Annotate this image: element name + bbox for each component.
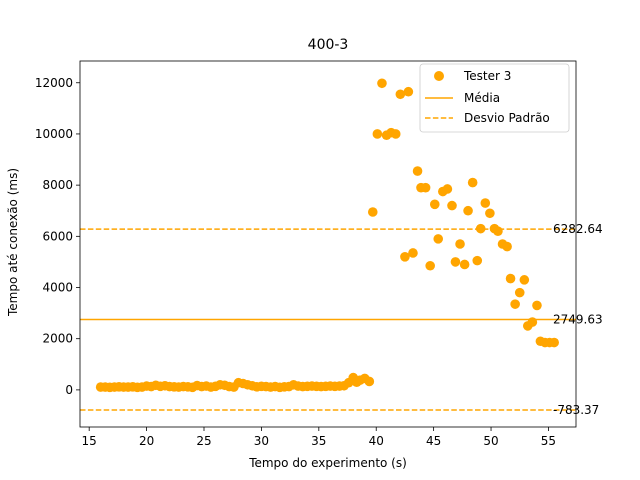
legend-box <box>419 63 570 133</box>
x-tick-label: 20 <box>139 434 154 448</box>
data-point <box>467 177 478 188</box>
legend-label-desvio-padrao: Desvio Padrão <box>464 111 550 125</box>
x-tick-label: 50 <box>483 434 498 448</box>
data-point <box>450 257 461 267</box>
data-point <box>475 223 486 234</box>
legend-label-media: Média <box>464 91 500 105</box>
data-point <box>527 317 538 327</box>
x-tick-label: 55 <box>541 434 556 448</box>
data-point <box>505 273 516 284</box>
data-point <box>400 251 410 262</box>
reference-label-2: -783.37 <box>553 403 599 417</box>
data-point <box>549 337 559 348</box>
data-point <box>447 200 457 211</box>
x-tick-label: 15 <box>82 434 97 448</box>
y-tick-label: 12000 <box>35 76 73 90</box>
data-point <box>372 129 383 139</box>
data-point <box>425 260 435 271</box>
data-point <box>519 275 530 285</box>
y-tick-label: 6000 <box>42 229 73 243</box>
data-point <box>463 205 473 216</box>
y-tick-label: 8000 <box>42 178 73 192</box>
data-point <box>442 184 453 194</box>
data-point <box>390 129 401 139</box>
y-tick-label: 4000 <box>42 281 73 295</box>
reference-labels: 2749.63 6282.64 -783.37 <box>553 222 603 417</box>
data-point <box>412 166 423 176</box>
data-point <box>485 208 495 219</box>
x-tick-label: 30 <box>254 434 269 448</box>
y-tick-label: 0 <box>65 383 73 397</box>
plot-frame <box>79 60 577 428</box>
y-axis-label: Tempo até conexão (ms) <box>6 168 20 317</box>
data-point <box>377 78 387 89</box>
data-point <box>429 199 440 210</box>
x-tick-label: 25 <box>196 434 211 448</box>
data-point <box>480 198 491 208</box>
x-axis-ticks: 15 20 25 30 35 40 45 50 55 <box>82 427 556 448</box>
legend-marker-tester-3 <box>434 71 444 81</box>
y-axis-ticks: 0 2000 4000 6000 8000 10000 12000 <box>35 76 80 397</box>
data-points <box>95 78 559 393</box>
data-point <box>514 287 525 298</box>
chart-title: 400-3 <box>308 37 349 53</box>
data-point <box>395 89 406 100</box>
y-tick-label: 2000 <box>42 332 73 346</box>
data-point <box>510 299 520 309</box>
x-axis-label: Tempo do experimento (s) <box>248 456 407 470</box>
data-point <box>472 255 483 266</box>
y-tick-label: 10000 <box>35 127 73 141</box>
data-point <box>408 248 418 258</box>
data-point <box>420 182 431 193</box>
x-tick-label: 35 <box>311 434 326 448</box>
data-point <box>403 86 414 97</box>
data-point <box>367 207 378 217</box>
reference-label-0: 2749.63 <box>553 313 603 327</box>
data-point <box>364 376 375 387</box>
x-tick-label: 40 <box>369 434 384 448</box>
data-point <box>455 239 465 249</box>
data-point <box>532 300 542 311</box>
x-tick-label: 45 <box>426 434 441 448</box>
reference-label-1: 6282.64 <box>553 222 603 236</box>
data-point <box>433 234 444 244</box>
data-point <box>502 241 512 252</box>
legend: Tester 3 Média Desvio Padrão <box>419 63 570 133</box>
legend-label-tester-3: Tester 3 <box>463 69 511 83</box>
data-point <box>493 226 503 237</box>
data-point <box>459 259 470 270</box>
